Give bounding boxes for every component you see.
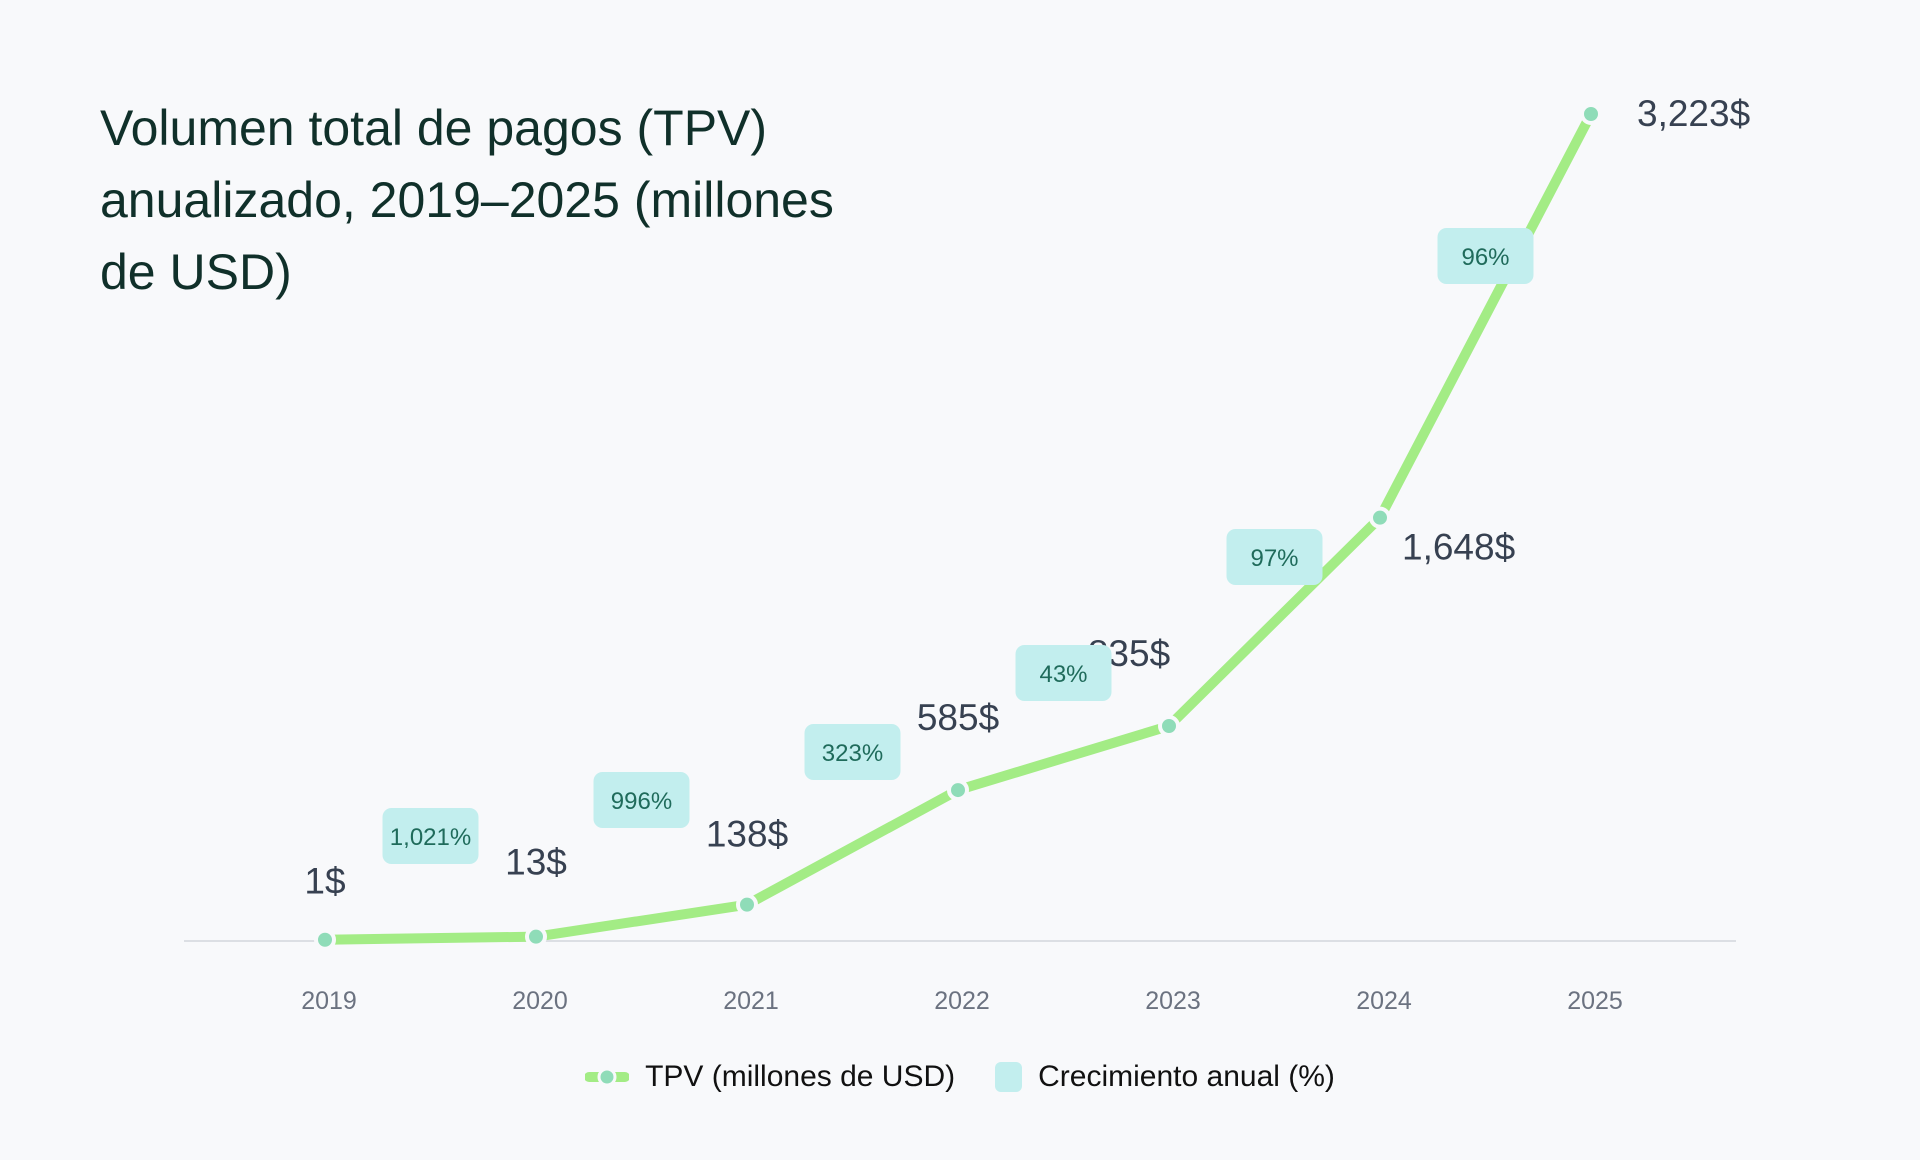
growth-label: 1,021%: [390, 824, 471, 851]
x-tick-label: 2025: [1567, 987, 1623, 1015]
value-label: 138$: [706, 814, 788, 855]
growth-badge: [382, 808, 479, 864]
growth-label: 43%: [1039, 661, 1087, 688]
value-label: 585$: [917, 697, 999, 738]
growth-label: 96%: [1461, 244, 1509, 271]
growth-badge: [1226, 529, 1323, 585]
x-tick-label: 2023: [1145, 987, 1201, 1015]
growth-label: 323%: [822, 740, 883, 767]
data-point: [1580, 103, 1602, 125]
x-tick-label: 2019: [301, 987, 357, 1015]
legend: TPV (millones de USD) Crecimiento anual …: [0, 1060, 1920, 1094]
growth-label: 996%: [611, 788, 672, 815]
value-label: 1,648$: [1402, 527, 1515, 568]
data-point: [1158, 715, 1180, 738]
data-point: [1369, 506, 1391, 529]
data-point: [736, 893, 758, 916]
x-tick-label: 2022: [934, 987, 990, 1015]
x-tick-label: 2020: [512, 987, 568, 1015]
x-tick-label: 2021: [723, 987, 779, 1015]
legend-label-tpv: TPV (millones de USD): [645, 1060, 956, 1093]
data-point: [947, 779, 969, 802]
chart-title: Volumen total de pagos (TPV) anualizado,…: [100, 100, 834, 300]
growth-badge: [593, 772, 690, 828]
x-tick-label: 2024: [1356, 987, 1412, 1015]
growth-swatch-icon: [995, 1062, 1023, 1092]
value-label: 13$: [505, 842, 567, 883]
data-point: [314, 928, 336, 951]
value-label: 3,223$: [1637, 93, 1750, 134]
line-marker-icon: [585, 1067, 630, 1087]
growth-badge: [804, 724, 901, 780]
growth-badge: [1437, 228, 1534, 284]
growth-label: 97%: [1250, 545, 1298, 572]
legend-label-growth: Crecimiento anual (%): [1038, 1060, 1335, 1093]
growth-badge: [1015, 645, 1112, 701]
data-point: [525, 925, 547, 948]
value-label: 1$: [304, 861, 345, 902]
legend-item-growth[interactable]: Crecimiento anual (%): [995, 1060, 1335, 1094]
legend-item-tpv[interactable]: TPV (millones de USD): [585, 1060, 955, 1094]
